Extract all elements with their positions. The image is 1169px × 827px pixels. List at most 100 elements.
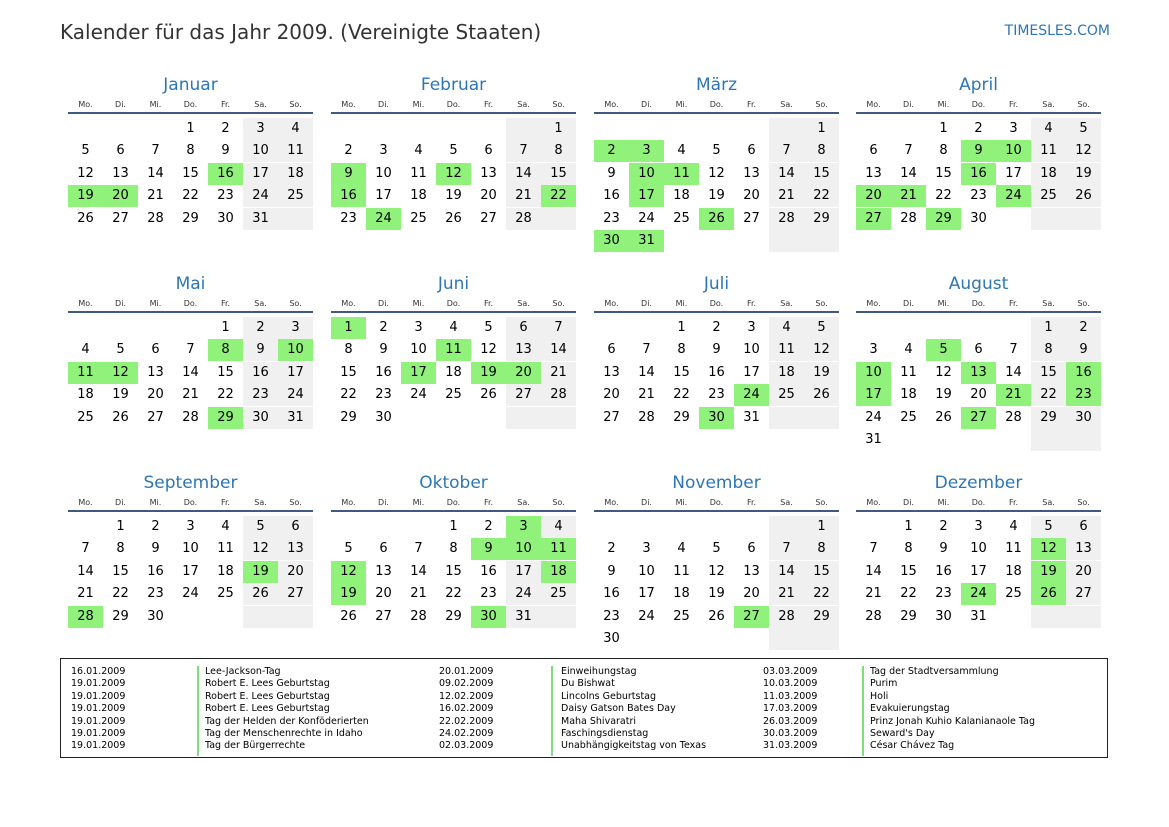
day-cell: 8 bbox=[904, 541, 913, 557]
holiday-day-cell: 12 bbox=[1031, 538, 1066, 561]
day-cell: 23 bbox=[217, 188, 234, 204]
day-cell: 31 bbox=[743, 409, 760, 425]
day-cell: 13 bbox=[480, 165, 497, 181]
day-cell: 15 bbox=[182, 165, 199, 181]
day-cell: 9 bbox=[607, 563, 616, 579]
weekend-bg bbox=[804, 406, 839, 429]
legend-separator bbox=[551, 666, 553, 756]
day-cell: 7 bbox=[506, 140, 541, 163]
day-cell: 27 bbox=[147, 409, 164, 425]
weekday-header: Sa. bbox=[780, 498, 793, 507]
day-cell: 10 bbox=[182, 541, 199, 557]
day-cell: 24 bbox=[410, 387, 427, 403]
weekday-header: Do. bbox=[446, 100, 461, 109]
day-cell: 28 bbox=[769, 207, 804, 230]
day-cell: 3 bbox=[642, 541, 651, 557]
weekday-header: Fr. bbox=[483, 299, 494, 308]
day-cell: 9 bbox=[151, 541, 160, 557]
day-cell: 4 bbox=[414, 143, 423, 159]
month-name: Juni bbox=[437, 274, 470, 294]
holiday-day-cell: 13 bbox=[961, 361, 996, 384]
day-cell: 1 bbox=[939, 121, 948, 136]
day-cell: 7 bbox=[769, 538, 804, 561]
holiday-name: Seward's Day bbox=[870, 728, 935, 739]
day-cell: 15 bbox=[935, 165, 952, 181]
day-cell: 21 bbox=[182, 387, 199, 403]
month-divider bbox=[856, 510, 1101, 512]
day-cell: 5 bbox=[344, 541, 353, 557]
day-cell: 1 bbox=[186, 121, 195, 136]
day-cell: 17 bbox=[743, 364, 760, 380]
weekday-header: Mi. bbox=[937, 498, 950, 507]
weekday-header: Fr. bbox=[1008, 299, 1019, 308]
day-cell: 22 bbox=[182, 188, 199, 204]
day-cell: 5 bbox=[804, 317, 839, 339]
day-cell: 28 bbox=[182, 409, 199, 425]
day-cell: 4 bbox=[541, 516, 576, 538]
day-cell: 8 bbox=[541, 140, 576, 163]
day-cell: 7 bbox=[414, 541, 423, 557]
day-cell: 29 bbox=[445, 608, 462, 624]
day-cell: 14 bbox=[147, 165, 164, 181]
day-cell: 18 bbox=[445, 364, 462, 380]
holiday-date: 19.01.2009 bbox=[71, 740, 126, 752]
day-cell: 26 bbox=[480, 387, 497, 403]
weekday-header: Sa. bbox=[517, 100, 530, 109]
day-cell: 6 bbox=[506, 317, 541, 339]
holiday-day-cell: 10 bbox=[856, 361, 891, 384]
day-cell: 23 bbox=[603, 210, 620, 226]
day-cell: 11 bbox=[673, 563, 690, 579]
day-cell: 12 bbox=[804, 339, 839, 362]
day-cell: 15 bbox=[804, 162, 839, 185]
weekend-bg bbox=[769, 118, 804, 140]
day-cell: 27 bbox=[506, 384, 541, 407]
day-cell: 20 bbox=[375, 586, 392, 602]
day-cell: 18 bbox=[1005, 563, 1022, 579]
day-cell: 8 bbox=[1031, 339, 1066, 362]
weekend-bg bbox=[769, 628, 804, 650]
weekday-header: Fr. bbox=[746, 299, 757, 308]
day-cell: 29 bbox=[1031, 406, 1066, 429]
day-cell: 6 bbox=[116, 143, 125, 159]
day-cell: 15 bbox=[340, 364, 357, 380]
day-cell: 2 bbox=[939, 519, 948, 534]
brand-link[interactable]: TIMESLES.COM bbox=[1004, 23, 1110, 39]
weekday-header: So. bbox=[1077, 100, 1090, 109]
day-cell: 26 bbox=[445, 210, 462, 226]
weekday-header: Mi. bbox=[149, 100, 162, 109]
holiday-day-cell: 26 bbox=[699, 207, 734, 230]
day-cell: 23 bbox=[935, 586, 952, 602]
day-cell: 16 bbox=[243, 361, 278, 384]
month-divider bbox=[331, 112, 576, 114]
weekday-header: Di. bbox=[115, 299, 126, 308]
day-cell: 14 bbox=[1005, 364, 1022, 380]
weekday-header: Fr. bbox=[746, 100, 757, 109]
day-cell: 3 bbox=[747, 320, 756, 335]
holiday-day-cell: 27 bbox=[734, 605, 769, 628]
day-cell: 9 bbox=[379, 342, 388, 358]
day-cell: 8 bbox=[939, 143, 948, 159]
day-cell: 23 bbox=[970, 188, 987, 204]
day-cell: 2 bbox=[974, 121, 983, 136]
day-cell: 27 bbox=[1066, 583, 1101, 606]
holiday-day-cell: 16 bbox=[1066, 361, 1101, 384]
day-cell: 25 bbox=[445, 387, 462, 403]
day-cell: 26 bbox=[77, 210, 94, 226]
weekday-header: Do. bbox=[183, 100, 198, 109]
day-cell: 19 bbox=[112, 387, 129, 403]
day-cell: 19 bbox=[708, 188, 725, 204]
weekday-header: Mo. bbox=[866, 100, 881, 109]
holiday-day-cell: 12 bbox=[436, 162, 471, 185]
day-cell: 13 bbox=[278, 538, 313, 561]
holiday-day-cell: 29 bbox=[208, 406, 243, 429]
weekday-header: Sa. bbox=[517, 498, 530, 507]
day-cell: 25 bbox=[77, 409, 94, 425]
month-name: August bbox=[948, 274, 1009, 294]
day-cell: 31 bbox=[865, 432, 882, 447]
day-cell: 10 bbox=[375, 165, 392, 181]
holiday-date: 16.02.2009 bbox=[439, 703, 494, 715]
weekday-header: Sa. bbox=[780, 100, 793, 109]
day-cell: 12 bbox=[77, 165, 94, 181]
holiday-day-cell: 1 bbox=[331, 317, 366, 339]
weekend-bg bbox=[541, 605, 576, 628]
